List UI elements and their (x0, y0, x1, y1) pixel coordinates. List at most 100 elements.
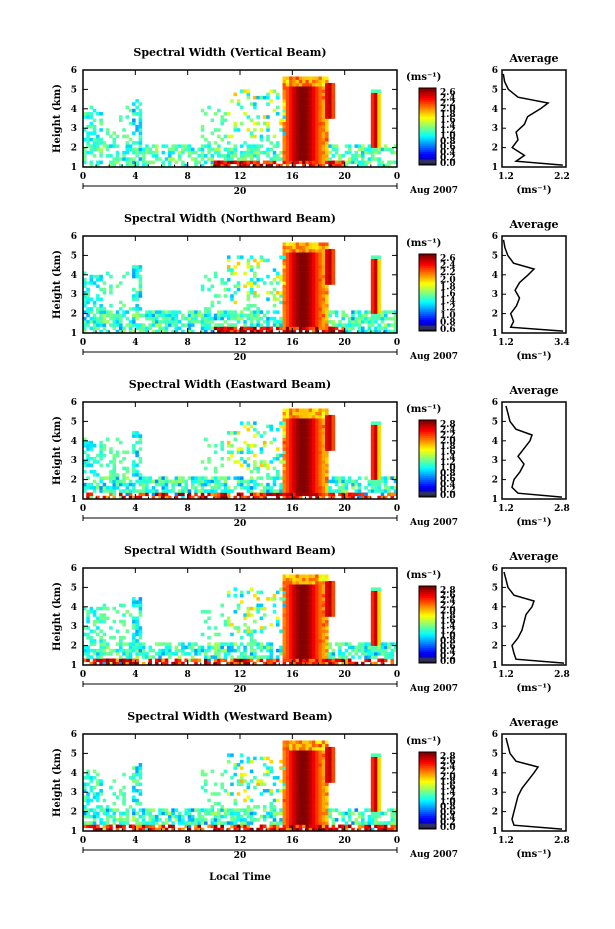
heatmap-cell (112, 466, 117, 471)
heatmap-cell (86, 150, 90, 155)
heatmap-cell (357, 486, 362, 490)
heatmap-cell (112, 489, 117, 493)
heatmap-cell (204, 648, 208, 653)
heatmap-cell (135, 801, 139, 806)
heatmap-cell (240, 495, 244, 500)
heatmap-cell (361, 495, 365, 500)
heatmap-cell (292, 274, 296, 279)
heatmap-cell (187, 824, 192, 829)
heatmap-cell (164, 827, 169, 832)
heatmap-cell (305, 128, 309, 132)
heatmap-cell (154, 329, 159, 334)
heatmap-cell (171, 482, 175, 487)
x-tick-label: 8 (185, 338, 191, 348)
heatmap-cell (347, 645, 352, 650)
heatmap-cell (148, 147, 152, 152)
heatmap-cell (177, 489, 182, 493)
heatmap-cell (240, 450, 244, 455)
heatmap-cell (380, 661, 385, 666)
heatmap-cell (308, 284, 313, 289)
heatmap-cell (308, 99, 313, 103)
heatmap-cell (135, 294, 139, 298)
heatmap-cell (207, 456, 211, 461)
heatmap-cell (266, 128, 270, 132)
heatmap-cell (370, 466, 375, 471)
heatmap-cell (374, 265, 378, 269)
heatmap-cell (236, 479, 241, 484)
heatmap-cell (89, 456, 94, 461)
heatmap-cell (220, 313, 224, 318)
heatmap-cell (308, 316, 313, 321)
heatmap-cell (377, 466, 381, 471)
heatmap-cell (259, 434, 264, 438)
heatmap-cell (207, 460, 211, 464)
heatmap-cell (207, 316, 211, 321)
heatmap-cell (89, 112, 94, 116)
heatmap-cell (253, 303, 257, 308)
heatmap-cell (298, 453, 303, 458)
heatmap-cell (308, 320, 313, 324)
x-tick-label: 20 (338, 504, 351, 514)
heatmap-cell (105, 811, 110, 816)
heatmap-cell (243, 141, 247, 145)
heatmap-cell (96, 792, 100, 796)
heatmap-cell (318, 95, 323, 100)
heatmap-cell (236, 313, 241, 318)
heatmap-cell (226, 323, 231, 327)
heatmap-cell (292, 310, 296, 314)
heatmap-cell (83, 606, 87, 611)
heatmap-cell (321, 489, 326, 493)
heatmap-cell (357, 489, 362, 493)
heatmap-cell (259, 590, 264, 595)
heatmap-cell (364, 486, 368, 490)
heatmap-cell (141, 811, 146, 816)
heatmap-cell (374, 600, 378, 604)
heatmap-cell (377, 597, 381, 601)
heatmap-cell (311, 600, 316, 604)
heatmap-cell (135, 766, 139, 770)
heatmap-cell (164, 811, 169, 816)
heatmap-cell (217, 163, 221, 168)
heatmap-cell (109, 489, 113, 493)
heatmap-cell (279, 424, 283, 429)
heatmap-cell (361, 661, 365, 666)
heatmap-cell (282, 316, 287, 321)
heatmap-cell (89, 648, 94, 653)
heatmap-cell (370, 476, 375, 480)
heatmap-cell (161, 313, 166, 318)
heatmap-cell (158, 808, 162, 812)
heatmap-cell (83, 300, 87, 305)
heatmap-cell (325, 655, 329, 659)
heatmap-cell (305, 268, 309, 272)
colorbar-swatch (419, 329, 436, 332)
heatmap-cell (325, 431, 329, 435)
heatmap-cell (204, 788, 208, 793)
heatmap-cell (292, 297, 296, 301)
heatmap-cell (279, 128, 283, 132)
heatmap-cell (351, 492, 355, 497)
heatmap-cell (285, 326, 290, 331)
heatmap-cell (112, 453, 117, 458)
heatmap-cell (207, 808, 211, 812)
heatmap-cell (298, 408, 303, 412)
average-line (502, 239, 564, 332)
heatmap-cell (295, 590, 300, 595)
heatmap-cell (184, 486, 188, 490)
heatmap-cell (374, 261, 378, 266)
heatmap-cell (377, 456, 381, 461)
heatmap-cell (223, 489, 228, 493)
heatmap-cell (308, 310, 313, 314)
heatmap-cell (298, 248, 303, 253)
heatmap-cell (305, 450, 309, 455)
heatmap-cell (174, 495, 179, 500)
heatmap-cell (109, 450, 113, 455)
heatmap-cell (311, 160, 316, 165)
heatmap-cell (305, 121, 309, 126)
heatmap-cell (374, 320, 378, 324)
heatmap-cell (135, 313, 139, 318)
heatmap-cell (259, 316, 264, 321)
heatmap-cell (308, 658, 313, 663)
colorbar-swatch (419, 105, 436, 108)
heatmap-cell (213, 482, 218, 487)
heatmap-cell (321, 610, 326, 614)
